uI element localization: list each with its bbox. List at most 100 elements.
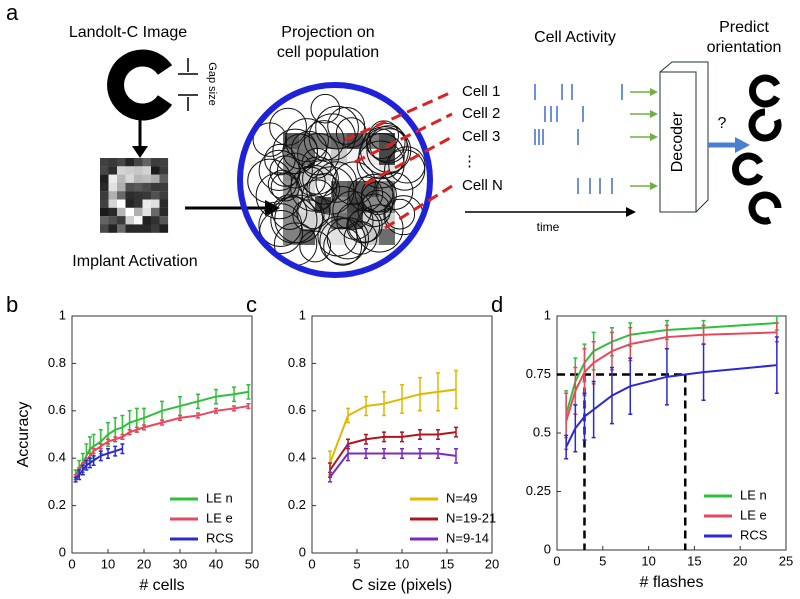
error-bar	[120, 443, 125, 455]
arrow-head	[650, 133, 658, 141]
implant-title: Implant Activation	[72, 253, 197, 270]
series-line	[329, 388, 457, 464]
arrow-head	[626, 207, 636, 217]
decoder-box	[659, 71, 697, 213]
pixel	[151, 191, 160, 200]
implant-image	[100, 158, 169, 233]
cell-population	[237, 82, 433, 278]
pixel	[108, 207, 118, 217]
pixel	[151, 224, 160, 233]
cell	[270, 196, 318, 244]
cell	[308, 173, 341, 205]
pixel	[108, 199, 118, 208]
panel-a: a Landolt-C Image Gap size Implant Activ…	[6, 0, 782, 278]
error-bar	[436, 429, 440, 440]
cell	[252, 122, 288, 157]
cell-list: Cell 1 Cell 2 Cell 3 ⋮ Cell N	[344, 83, 658, 230]
error-bar	[609, 366, 614, 425]
error-bar	[573, 404, 578, 453]
y-tick-label: 0.2	[48, 497, 66, 512]
legend-label: RCS	[206, 530, 234, 545]
error-bar	[628, 357, 633, 416]
cell	[384, 149, 426, 191]
pixel	[117, 216, 126, 225]
legend-label: N=9-14	[446, 530, 489, 545]
pixel	[134, 191, 143, 200]
error-bar	[364, 447, 368, 459]
pixel	[108, 216, 118, 225]
error-bar	[591, 380, 596, 439]
error-bar	[582, 392, 587, 441]
projection-pixel	[379, 229, 395, 245]
x-tick-label: 15	[687, 553, 701, 568]
cell	[347, 207, 383, 243]
error-bar	[346, 445, 350, 462]
error-bar	[454, 369, 458, 410]
error-bar	[113, 445, 118, 457]
cell	[315, 105, 359, 150]
y-tick-label: 0.6	[48, 402, 66, 417]
predict-title: Predict	[719, 19, 769, 36]
projection-title: cell population	[277, 44, 379, 61]
error-bar	[196, 412, 200, 419]
error-bar	[127, 429, 132, 436]
cell	[259, 210, 304, 255]
pixel	[159, 182, 169, 192]
x-tick-label: 20	[733, 553, 747, 568]
pixel	[100, 216, 109, 225]
error-bar	[346, 407, 350, 424]
cell-label: Cell 1	[462, 83, 500, 100]
pixel	[142, 158, 152, 167]
cell	[358, 132, 405, 180]
cell	[357, 193, 391, 228]
y-axis-label: Accuracy	[15, 402, 32, 468]
y-tick-label: 0.8	[48, 355, 66, 370]
y-tick-label: 0	[299, 544, 306, 559]
pixel	[117, 191, 126, 200]
plot-frame	[71, 315, 253, 554]
y-tick-label: 0.5	[533, 424, 551, 439]
cell	[264, 143, 296, 176]
x-tick-label: 30	[173, 556, 187, 571]
error-bar	[98, 450, 103, 462]
pixel	[134, 216, 143, 225]
arrow-head	[650, 88, 658, 96]
error-bar	[120, 433, 125, 440]
pixel	[108, 166, 118, 175]
y-tick-label: 0.2	[288, 497, 306, 512]
error-bar	[400, 447, 404, 459]
x-axis-label: # cells	[139, 577, 184, 594]
error-bar	[196, 393, 200, 410]
pixel	[117, 174, 126, 183]
x-tick-label: 5	[599, 553, 606, 568]
series-line	[329, 452, 457, 478]
cell	[292, 199, 325, 232]
pixel	[151, 207, 160, 217]
pixel	[151, 174, 160, 183]
y-tick-label: 0.4	[48, 450, 66, 465]
y-tick-label: 0	[544, 541, 551, 556]
arrow-head	[132, 146, 148, 158]
gap-marker	[178, 58, 198, 111]
question-mark: ?	[718, 115, 727, 132]
cell	[360, 176, 397, 213]
cell	[274, 194, 324, 244]
panel-label: b	[6, 292, 18, 317]
error-bar	[664, 348, 669, 406]
legend-label: LE n	[740, 487, 767, 502]
error-bar	[328, 471, 332, 483]
charts: b00.20.40.60.810 10 20 30 40 50# cellsAccurac…	[6, 292, 793, 594]
x-axis-label: C size (pixels)	[352, 577, 452, 594]
pixel	[100, 224, 109, 233]
error-bar	[73, 476, 78, 483]
error-bar	[564, 434, 569, 460]
error-bar	[382, 431, 386, 443]
projection-line	[354, 112, 453, 164]
error-bar	[178, 414, 182, 422]
pixel	[159, 199, 169, 208]
gap-size-label: Gap size	[206, 62, 218, 105]
pixel	[100, 158, 109, 167]
error-bar	[113, 436, 118, 443]
activity-title: Cell Activity	[534, 29, 616, 46]
projection-pixel	[315, 133, 331, 149]
